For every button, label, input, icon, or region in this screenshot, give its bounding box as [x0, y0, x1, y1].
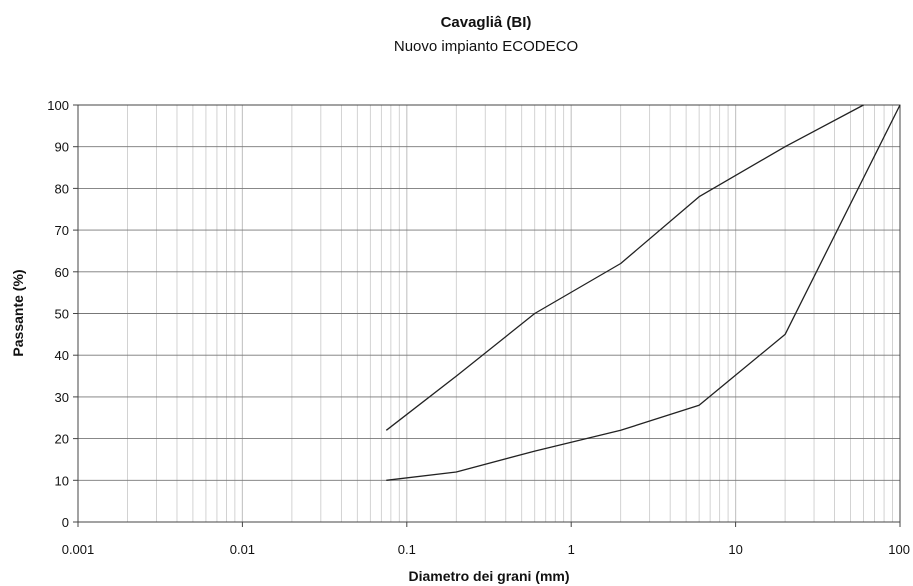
y-tick-label: 100: [47, 98, 69, 113]
y-tick-label: 30: [55, 390, 69, 405]
y-tick-label: 90: [55, 140, 69, 155]
x-tick-label: 0.1: [398, 542, 416, 557]
x-tick-label: 0.01: [230, 542, 255, 557]
y-tick-label: 50: [55, 307, 69, 322]
x-tick-label: 1: [568, 542, 575, 557]
gridlines: [78, 105, 900, 522]
series-line-2: [386, 104, 901, 481]
series-lines: [385, 104, 901, 481]
y-tick-label: 10: [55, 473, 69, 488]
chart-title: Cavagliâ (BI): [441, 14, 532, 31]
chart-subtitle: Nuovo impianto ECODECO: [394, 38, 578, 55]
y-tick-label: 70: [55, 223, 69, 238]
x-tick-label: 0.001: [62, 542, 95, 557]
x-tick-labels: 0.001 0.01 0.1 1 10 100: [62, 522, 910, 557]
y-tick-label: 60: [55, 265, 69, 280]
y-tick-label: 80: [55, 181, 69, 196]
x-axis-label: Diametro dei grani (mm): [408, 568, 569, 584]
y-axis-label: Passante (%): [10, 269, 26, 356]
series-line-1: [385, 104, 864, 431]
y-tick-label: 20: [55, 432, 69, 447]
y-tick-labels: 0 10 20 30 40 50 60 70 80 90 100: [47, 98, 78, 530]
x-tick-label: 100: [888, 542, 910, 557]
y-tick-label: 0: [62, 515, 69, 530]
x-tick-label: 10: [728, 542, 742, 557]
y-tick-label: 40: [55, 348, 69, 363]
